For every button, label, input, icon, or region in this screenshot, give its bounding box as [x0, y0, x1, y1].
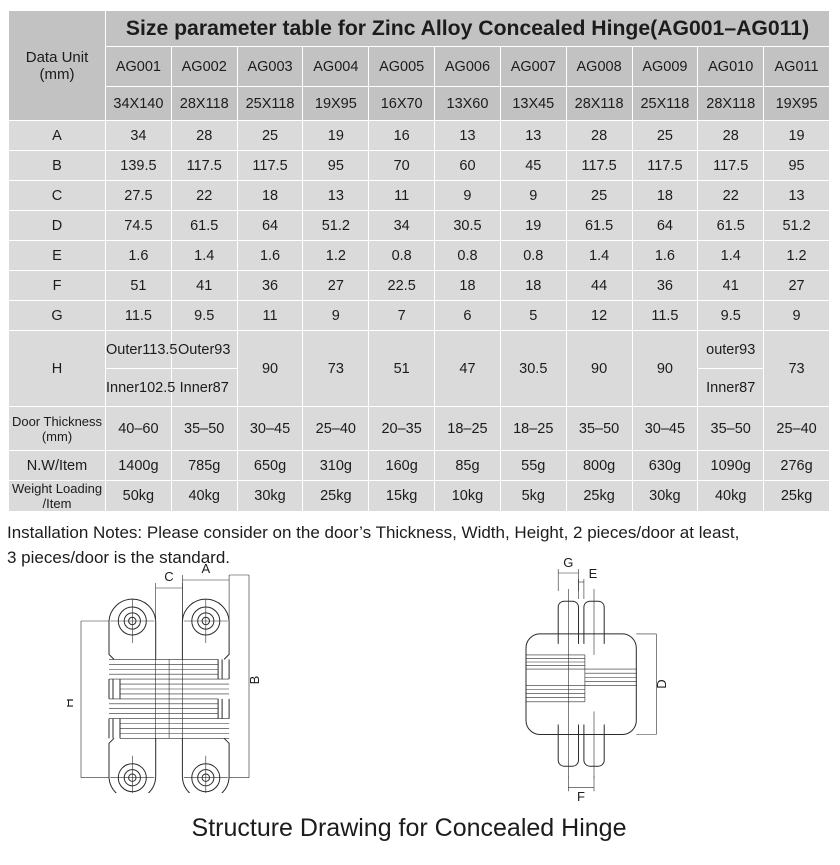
svg-text:H: H: [67, 698, 76, 707]
svg-text:D: D: [654, 679, 669, 688]
svg-text:G: G: [563, 555, 573, 570]
svg-text:C: C: [164, 569, 173, 584]
svg-text:B: B: [247, 676, 262, 685]
svg-text:E: E: [589, 566, 598, 581]
svg-text:F: F: [577, 789, 585, 804]
svg-text:A: A: [201, 563, 210, 576]
